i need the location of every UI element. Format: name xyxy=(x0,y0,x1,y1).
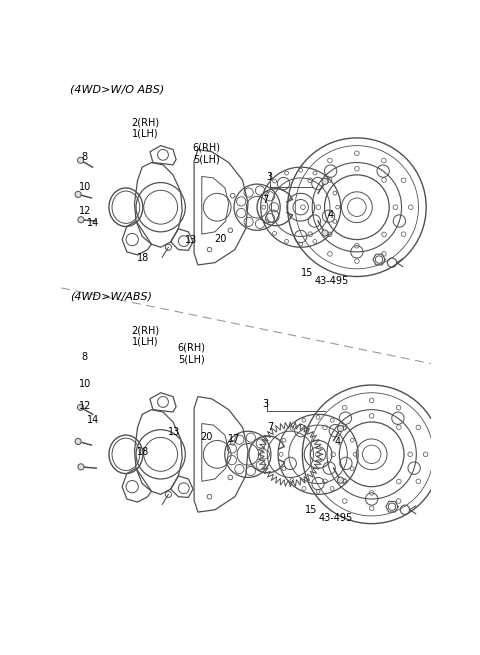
Text: 10: 10 xyxy=(79,182,91,192)
Text: 43-495: 43-495 xyxy=(318,514,352,523)
Text: 4: 4 xyxy=(335,437,341,447)
Circle shape xyxy=(75,438,81,445)
Text: 14: 14 xyxy=(87,415,99,425)
Text: 12: 12 xyxy=(79,206,91,215)
Circle shape xyxy=(78,157,84,163)
Text: 15: 15 xyxy=(301,268,314,278)
Circle shape xyxy=(78,404,84,411)
Text: 6(RH)
5(LH): 6(RH) 5(LH) xyxy=(192,142,220,164)
Text: 17: 17 xyxy=(228,434,240,444)
Text: 4: 4 xyxy=(327,210,334,220)
Text: 3: 3 xyxy=(266,172,273,182)
Text: 18: 18 xyxy=(137,447,149,457)
Text: 3: 3 xyxy=(263,399,269,409)
Text: 8: 8 xyxy=(82,352,88,362)
Circle shape xyxy=(78,464,84,470)
Text: 8: 8 xyxy=(82,152,88,162)
Text: 10: 10 xyxy=(79,379,91,388)
Text: 18: 18 xyxy=(137,253,149,263)
Text: 13: 13 xyxy=(185,235,197,245)
Text: (4WD>W/O ABS): (4WD>W/O ABS) xyxy=(71,84,165,95)
Text: 20: 20 xyxy=(215,234,227,244)
Text: 15: 15 xyxy=(305,505,317,515)
Circle shape xyxy=(337,425,344,432)
Text: 2(RH)
1(LH): 2(RH) 1(LH) xyxy=(132,325,159,346)
Text: (4WD>W/ABS): (4WD>W/ABS) xyxy=(71,291,153,301)
Circle shape xyxy=(322,230,328,236)
Text: 14: 14 xyxy=(87,218,99,229)
Text: 7: 7 xyxy=(263,195,269,204)
Text: 6(RH)
5(LH): 6(RH) 5(LH) xyxy=(178,343,205,364)
Text: 7: 7 xyxy=(267,422,274,432)
Text: 20: 20 xyxy=(200,432,212,441)
Text: 43-495: 43-495 xyxy=(314,276,348,286)
Circle shape xyxy=(75,191,81,197)
Text: 2(RH)
1(LH): 2(RH) 1(LH) xyxy=(132,117,159,139)
Circle shape xyxy=(78,217,84,223)
Circle shape xyxy=(322,178,328,185)
Text: 13: 13 xyxy=(168,426,180,437)
Text: 12: 12 xyxy=(79,402,91,411)
Circle shape xyxy=(337,477,344,483)
